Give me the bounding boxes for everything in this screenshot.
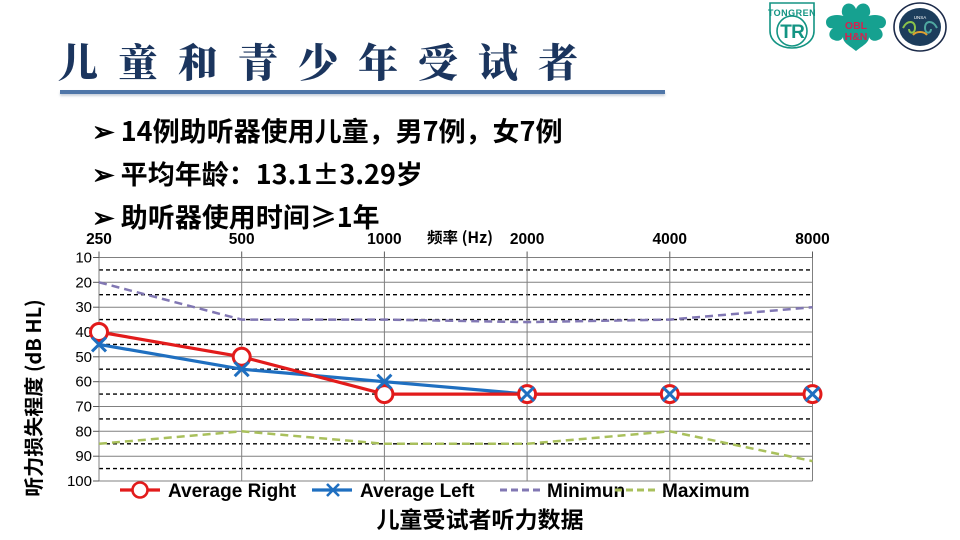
svg-text:Maximum: Maximum (662, 481, 750, 502)
svg-text:2000: 2000 (510, 231, 544, 248)
svg-text:250: 250 (86, 231, 112, 248)
svg-text:20: 20 (75, 274, 92, 291)
svg-text:50: 50 (75, 349, 92, 366)
svg-text:1000: 1000 (367, 231, 401, 248)
svg-text:10: 10 (75, 250, 92, 267)
svg-text:4000: 4000 (653, 231, 687, 248)
svg-text:儿童受试者听力数据: 儿童受试者听力数据 (377, 501, 584, 535)
svg-text:Minimun: Minimun (547, 481, 625, 502)
svg-text:8000: 8000 (795, 231, 829, 248)
svg-text:频率 (Hz): 频率 (Hz) (427, 226, 493, 248)
svg-text:Average Right: Average Right (168, 481, 297, 502)
svg-text:100: 100 (67, 473, 92, 490)
svg-text:500: 500 (229, 231, 255, 248)
svg-text:30: 30 (75, 299, 92, 316)
svg-text:90: 90 (75, 448, 92, 465)
svg-text:Average Left: Average Left (360, 481, 475, 502)
svg-text:60: 60 (75, 374, 92, 391)
svg-text:听力损失程度 (dB HL): 听力损失程度 (dB HL) (18, 299, 47, 496)
svg-text:80: 80 (75, 423, 92, 440)
svg-text:70: 70 (75, 399, 92, 416)
